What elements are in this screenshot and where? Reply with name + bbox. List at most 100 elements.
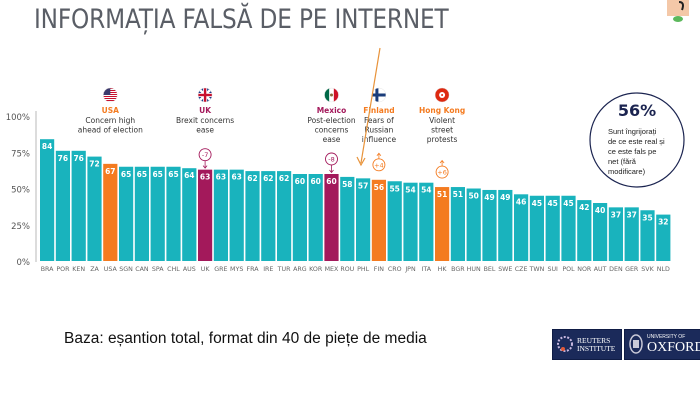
flag-outline <box>103 87 118 103</box>
reuters-line2: INSTITUTE <box>577 344 616 353</box>
x-tick-label: SUI <box>547 266 558 273</box>
bar-za <box>87 156 102 261</box>
annotation-note: ease <box>323 135 341 144</box>
pointer-arrow-icon <box>360 47 381 164</box>
bar-ire <box>261 171 276 261</box>
annotation-note: Russian <box>364 126 393 135</box>
flag-outline <box>197 87 213 103</box>
annotation-country: Mexico <box>317 106 347 115</box>
change-arrowhead <box>376 152 382 157</box>
y-tick-label: 0% <box>17 258 31 268</box>
x-tick-label: UK <box>201 266 211 273</box>
bar-aus <box>182 168 197 261</box>
slide-title: INFORMAȚIA FALSĂ DE PE INTERNET <box>34 4 449 35</box>
x-tick-label: CRO <box>388 266 402 273</box>
data-label: 65 <box>137 170 147 179</box>
reuters-line1: REUTERS <box>577 336 611 345</box>
data-label: 60 <box>326 177 336 186</box>
data-label: 55 <box>389 184 399 193</box>
annotation-note: protests <box>427 135 458 144</box>
bar-ken <box>71 150 86 261</box>
change-label: +6 <box>437 169 447 177</box>
data-label: 51 <box>453 190 463 199</box>
base-note: Baza: eșantion total, format din 40 de p… <box>64 330 427 347</box>
y-tick-label: 50% <box>11 186 30 196</box>
data-label: 84 <box>42 142 52 151</box>
x-tick-label: IRE <box>263 266 273 273</box>
bar-pol <box>561 195 576 261</box>
oxford-crest-icon <box>629 334 643 354</box>
bar-aut <box>593 203 608 261</box>
bar-kor <box>308 174 323 261</box>
annotation-note: Brexit concerns <box>176 116 234 125</box>
pointer-arrowhead <box>356 156 366 167</box>
hongkong-flag-icon <box>434 87 450 103</box>
bar-chart: 0% 25% 50% 75% 100% 84 BRA 76 POR 76 KEN 72 ZA 67 USA 6… <box>6 47 685 273</box>
change-label: +4 <box>374 161 384 169</box>
bar-hk <box>435 187 450 261</box>
oxford-line1: UNIVERSITY OF <box>647 334 686 340</box>
bar-bel <box>482 189 497 261</box>
annotation-note: ahead of election <box>78 126 143 135</box>
bar-fin <box>371 179 386 261</box>
flag-body <box>435 88 450 102</box>
callout-text: Sunt îngrijorați <box>608 127 657 136</box>
annotation-note: Violent <box>429 116 455 125</box>
y-tick-label: 75% <box>11 149 30 159</box>
bar-uk <box>198 169 213 261</box>
data-label: 50 <box>468 192 478 201</box>
x-tick-label: HUN <box>467 266 481 273</box>
v <box>375 88 379 102</box>
stripe <box>103 97 118 98</box>
data-label: 76 <box>73 154 83 163</box>
data-label: 37 <box>611 210 621 219</box>
oxford-line2: OXFORD <box>647 340 700 355</box>
bar-arg <box>292 174 307 261</box>
x-tick-label: MEX <box>325 266 339 273</box>
flag-outline <box>324 87 339 103</box>
data-label: 54 <box>405 186 415 195</box>
bar-svk <box>640 210 655 261</box>
data-label: 32 <box>658 218 668 227</box>
finland-flag-icon <box>371 87 387 103</box>
bar-fra <box>245 171 260 261</box>
canton <box>103 88 111 95</box>
x-tick-label: CHL <box>167 266 180 273</box>
x-tick-label: PHL <box>357 266 370 273</box>
data-label: 58 <box>342 180 352 189</box>
x-tick-label: ROU <box>340 266 354 273</box>
uk-flag-icon <box>197 87 213 103</box>
x-tick-label: SPA <box>152 266 164 273</box>
bar-cro <box>387 181 402 261</box>
y-tick-label: 25% <box>11 222 30 232</box>
x-tick-label: GRE <box>214 266 227 273</box>
annotation-country: UK <box>199 106 212 115</box>
annotation-country: USA <box>102 106 119 115</box>
oxford-logo[interactable]: UNIVERSITY OF OXFORD <box>624 329 700 360</box>
center <box>441 94 444 96</box>
data-label: 40 <box>595 206 605 215</box>
annotation-note: Concern high <box>85 116 135 125</box>
x-tick-label: ITA <box>422 266 432 273</box>
data-label: 60 <box>295 177 305 186</box>
bar-rou <box>340 176 355 261</box>
data-label: 56 <box>374 183 384 192</box>
data-label: 46 <box>516 197 526 206</box>
data-label: 63 <box>200 173 210 182</box>
red <box>333 88 339 102</box>
bar-twn <box>529 195 544 261</box>
reuters-institute-logo[interactable]: REUTERS INSTITUTE <box>552 329 622 360</box>
data-label: 37 <box>626 210 636 219</box>
change-arrowhead <box>202 165 208 169</box>
data-label: 64 <box>184 171 194 180</box>
bar-por <box>55 150 70 261</box>
x-tick-label: TUR <box>277 266 291 273</box>
callout-value: 56% <box>618 101 656 120</box>
x-tick-label: BEL <box>484 266 496 273</box>
bar-sui <box>545 195 560 261</box>
data-label: 62 <box>263 174 273 183</box>
emblem <box>330 93 333 97</box>
us-flag-icon <box>103 87 118 103</box>
bar-bgr <box>450 187 465 261</box>
data-label: 45 <box>547 199 557 208</box>
